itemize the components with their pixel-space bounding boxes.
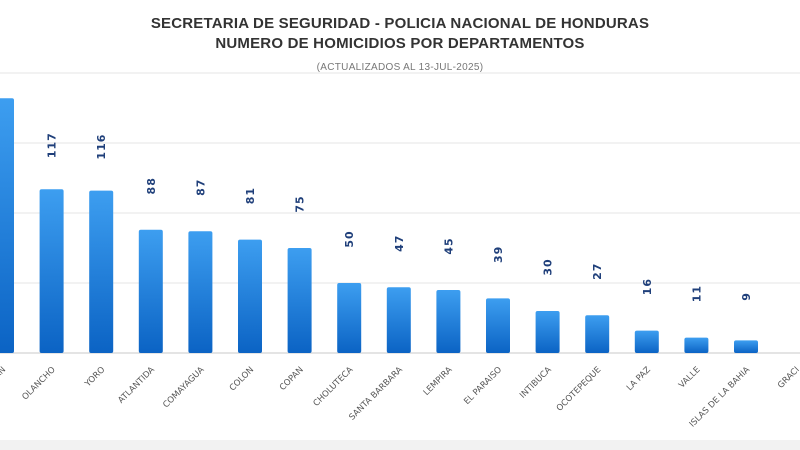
chart-subtitle: (ACTUALIZADOS AL 13-JUL-2025) <box>316 62 484 73</box>
value-label: 50 <box>343 230 356 247</box>
category-label: GRACI <box>776 365 800 391</box>
bar-atlantida <box>138 229 163 353</box>
category-label: YORO <box>83 365 108 390</box>
value-label: 16 <box>641 278 654 295</box>
chart-header: SECRETARIA DE SEGURIDAD - POLICIA NACION… <box>0 14 800 73</box>
value-label: 27 <box>591 263 604 280</box>
value-label: 11 <box>690 285 703 302</box>
bar-islas-de-la-bahia <box>734 340 758 353</box>
bar-la-paz <box>634 330 659 353</box>
bar-lempira <box>436 290 461 353</box>
category-label: CHOLUTECA <box>312 365 356 409</box>
bar-copan <box>287 248 312 353</box>
bar-intibuca <box>535 311 560 353</box>
category-label: LA PAZ <box>625 365 653 393</box>
category-label: OCOTEPEQUE <box>555 365 604 414</box>
value-label: 47 <box>393 235 406 252</box>
value-label: 81 <box>244 187 257 204</box>
bar-el-paraiso <box>486 298 510 353</box>
chart-title-line-2: NUMERO DE HOMICIDIOS POR DEPARTAMENTOS <box>215 35 585 52</box>
bar-santa-barbara <box>386 287 411 353</box>
category-label: ATLANTIDA <box>116 365 157 406</box>
bar-colon <box>238 239 262 353</box>
category-label: LEMPIRA <box>422 365 455 398</box>
chart-title-line-1: SECRETARIA DE SEGURIDAD - POLICIA NACION… <box>150 15 650 32</box>
category-label: VALLE <box>677 365 702 390</box>
value-label: 45 <box>442 237 455 254</box>
value-label: 75 <box>294 195 307 212</box>
category-label: SANTA BARBARA <box>347 365 405 423</box>
value-label: 116 <box>95 134 108 160</box>
category-label: EL PARAISO <box>462 365 504 407</box>
value-label: 39 <box>492 246 505 263</box>
bar-comayagua <box>188 231 213 353</box>
bar-o-morazan <box>0 98 14 353</box>
category-label: OLANCHO <box>20 365 58 403</box>
bar-choluteca <box>337 283 362 353</box>
bar-yoro <box>89 190 114 353</box>
bar-olancho <box>39 189 64 353</box>
category-label: INTIBUCA <box>518 365 554 401</box>
bar-valle <box>684 337 709 353</box>
bar-ocotepeque <box>585 315 610 353</box>
value-label: 9 <box>740 292 753 301</box>
value-label: 88 <box>145 177 158 194</box>
category-label: COPAN <box>278 365 306 393</box>
value-label: 117 <box>46 132 59 158</box>
value-label: 87 <box>194 179 207 196</box>
value-label: 30 <box>542 258 555 275</box>
bottom-band <box>0 440 800 450</box>
category-label: O MORAZAN <box>0 365 8 409</box>
category-label: COLON <box>228 365 256 393</box>
category-label: COMAYAGUA <box>161 365 206 410</box>
